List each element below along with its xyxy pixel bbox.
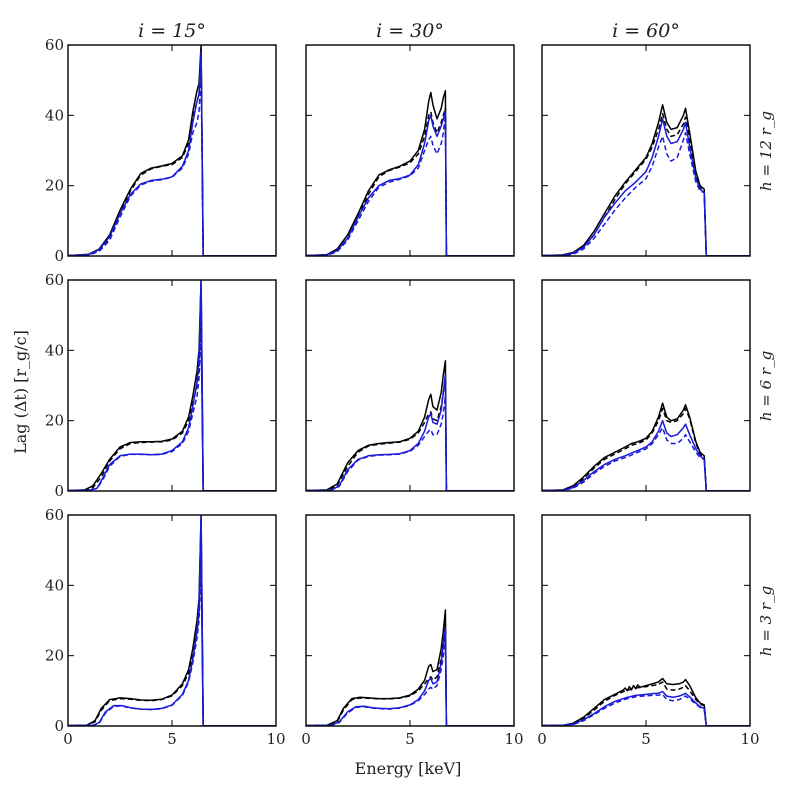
series-black-dashed — [542, 112, 750, 256]
series-blue-solid — [306, 626, 514, 726]
y-tick-label: 0 — [54, 717, 64, 735]
y-tick-label: 20 — [45, 412, 64, 430]
series-blue-dashed — [542, 132, 750, 256]
series-black-solid — [68, 45, 276, 256]
series-black-solid — [68, 280, 276, 491]
series-black-solid — [68, 515, 276, 726]
column-title-1: i = 15° — [138, 20, 206, 42]
series-blue-dashed — [68, 332, 276, 491]
panel-r3-c1: 0 20 40 60 0 5 10 — [45, 506, 286, 748]
panel-r1-c3 — [541, 44, 751, 257]
series-blue-dashed — [306, 637, 514, 726]
y-tick-label: 0 — [54, 482, 64, 500]
series-blue-dashed — [306, 395, 514, 491]
series-blue-dashed — [542, 426, 750, 491]
series-blue-dashed — [306, 114, 514, 256]
y-axis-label: Lag (Δt) [r_g/c] — [11, 330, 30, 454]
series-blue-solid — [542, 690, 750, 726]
x-tick-label: 5 — [641, 730, 651, 748]
panel-frame — [541, 44, 751, 257]
panel-r2-c2 — [305, 279, 515, 492]
x-tick-label: 5 — [167, 730, 177, 748]
y-tick-label: 20 — [45, 647, 64, 665]
series-black-dashed — [68, 314, 276, 491]
series-black-solid — [542, 104, 750, 256]
x-tick-label: 10 — [266, 730, 285, 748]
series-blue-solid — [542, 419, 750, 491]
series-black-dashed — [542, 407, 750, 491]
series-blue-dashed — [542, 693, 750, 726]
series-black-dashed — [306, 374, 514, 491]
y-tick-label: 60 — [45, 506, 64, 524]
series-black-solid — [306, 360, 514, 491]
column-title-3: i = 60° — [612, 20, 680, 42]
series-black-dashed — [306, 107, 514, 256]
panel-r2-c3 — [541, 279, 751, 492]
panel-r2-c1: 0 20 40 60 — [45, 271, 277, 500]
x-tick-label: 0 — [537, 730, 547, 748]
series-black-solid — [542, 677, 750, 726]
x-tick-label: 5 — [405, 730, 415, 748]
y-tick-label: 40 — [45, 576, 64, 594]
panel-frame — [305, 279, 515, 492]
panel-frame — [67, 44, 277, 257]
panel-r3-c3: 0 5 10 — [537, 514, 760, 748]
column-title-2: i = 30° — [376, 20, 444, 42]
panel-frame — [541, 279, 751, 492]
row-label-2: h = 6 r_g — [757, 351, 775, 421]
series-blue-dashed — [68, 567, 276, 726]
series-black-solid — [306, 609, 514, 726]
y-tick-label: 0 — [54, 247, 64, 265]
series-black-solid — [542, 402, 750, 491]
series-blue-solid — [542, 118, 750, 256]
panel-r1-c1: 0 20 40 60 — [45, 36, 277, 265]
panel-frame — [67, 279, 277, 492]
series-blue-solid — [68, 280, 276, 491]
series-blue-solid — [306, 111, 514, 256]
y-tick-label: 60 — [45, 271, 64, 289]
series-black-dashed — [68, 51, 276, 256]
series-black-dashed — [68, 549, 276, 726]
series-black-solid — [306, 89, 514, 256]
x-tick-label: 10 — [504, 730, 523, 748]
x-tick-label: 10 — [740, 730, 759, 748]
x-tick-label: 0 — [63, 730, 73, 748]
x-tick-label: 0 — [301, 730, 311, 748]
x-axis-label: Energy [keV] — [355, 759, 462, 778]
panel-frame — [305, 44, 515, 257]
y-tick-label: 40 — [45, 341, 64, 359]
y-tick-label: 40 — [45, 106, 64, 124]
y-tick-label: 60 — [45, 36, 64, 54]
series-blue-solid — [306, 374, 514, 491]
y-tick-label: 20 — [45, 177, 64, 195]
series-blue-solid — [68, 51, 276, 256]
panel-r1-c2 — [305, 44, 515, 257]
row-label-1: h = 12 r_g — [757, 111, 775, 191]
series-black-dashed — [542, 681, 750, 726]
panel-grid: 0 20 40 60 0 20 40 60 0 20 40 60 0 5 10 0 5 10 0 5 10 — [45, 36, 760, 748]
series-black-dashed — [306, 623, 514, 726]
row-label-3: h = 3 r_g — [757, 586, 775, 656]
panel-r3-c2: 0 5 10 — [301, 514, 524, 748]
series-blue-solid — [68, 515, 276, 726]
